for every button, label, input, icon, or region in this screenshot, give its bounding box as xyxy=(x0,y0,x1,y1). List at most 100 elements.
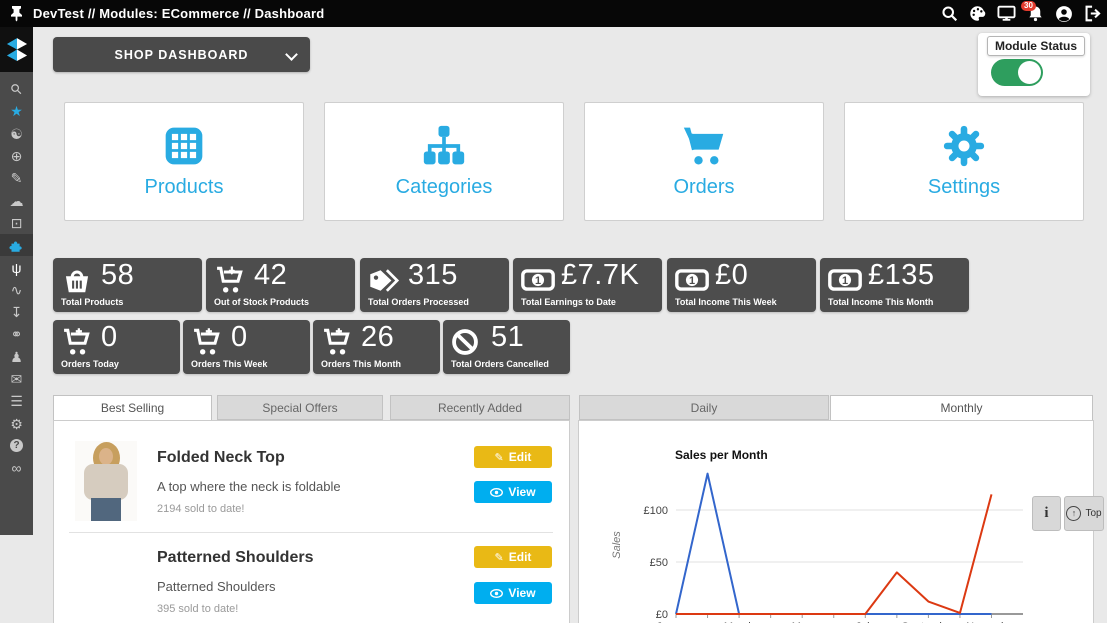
edit-button-label: Edit xyxy=(508,450,532,464)
nav-card-orders[interactable]: Orders xyxy=(584,102,824,221)
tab-daily[interactable]: Daily xyxy=(579,395,829,420)
stat-value: £7.7K xyxy=(561,259,640,291)
sidebar-item-chart[interactable]: ∿ xyxy=(0,279,33,301)
edit-button[interactable]: ✎ Edit xyxy=(474,546,552,568)
cart-plus-icon xyxy=(191,327,229,357)
stat-tile-orders-week: 0 Orders This Week xyxy=(183,320,310,374)
nav-card-label: Settings xyxy=(927,176,1001,198)
ban-icon xyxy=(451,327,489,357)
pin-icon[interactable] xyxy=(9,5,24,27)
pencil-icon: ✎ xyxy=(10,170,23,187)
palette-icon: ☯ xyxy=(10,125,23,142)
logout-icon[interactable] xyxy=(1084,5,1101,22)
view-button[interactable]: View xyxy=(474,582,552,604)
tab-recently-added[interactable]: Recently Added xyxy=(390,395,570,420)
sitemap-icon xyxy=(423,125,465,165)
plug-icon: ψ xyxy=(11,259,22,276)
shop-dashboard-select[interactable]: SHOP DASHBOARD xyxy=(53,37,310,72)
monitor-icon: ⊡ xyxy=(10,214,23,231)
sidebar-item-help[interactable]: ? xyxy=(0,435,33,457)
search-icon[interactable] xyxy=(941,5,958,22)
tab-best-selling[interactable]: Best Selling xyxy=(53,395,212,420)
info-button[interactable]: i xyxy=(1032,496,1061,531)
module-status-toggle[interactable] xyxy=(991,59,1043,86)
svg-text:1: 1 xyxy=(842,275,848,287)
product-sold-count: 2194 sold to date! xyxy=(157,503,245,515)
tab-label: Monthly xyxy=(940,401,983,415)
eye-icon xyxy=(490,487,504,497)
stat-label: Out of Stock Products xyxy=(214,297,310,307)
sidebar-item-link[interactable]: ∞ xyxy=(0,457,33,479)
notifications-bell-icon[interactable]: 30 xyxy=(1021,1,1044,22)
nav-card-settings[interactable]: Settings xyxy=(844,102,1084,221)
edit-button[interactable]: ✎ Edit xyxy=(474,446,552,468)
stat-value: 51 xyxy=(491,321,525,353)
topbar-icon-group: 30 xyxy=(941,0,1101,27)
stat-tile-orders-month: 26 Orders This Month xyxy=(313,320,440,374)
stat-tile-orders-cancelled: 51 Total Orders Cancelled xyxy=(443,320,570,374)
sidebar-item-chat[interactable]: ⚭ xyxy=(0,323,33,345)
stat-value: 26 xyxy=(361,321,395,353)
view-button[interactable]: View xyxy=(474,481,552,503)
money-icon: 1 xyxy=(828,265,866,295)
stat-label: Total Orders Cancelled xyxy=(451,359,549,369)
sidebar-item-star[interactable]: ★ xyxy=(0,100,33,122)
search-icon: ⚲ xyxy=(7,79,26,99)
svg-text:Sales: Sales xyxy=(611,531,623,559)
stat-label: Orders This Week xyxy=(191,359,268,369)
sidebar-item-palette[interactable]: ☯ xyxy=(0,123,33,145)
stat-tile-income-week: 1 £0 Total Income This Week xyxy=(667,258,816,312)
stat-tile-income-month: 1 £135 Total Income This Month xyxy=(820,258,969,312)
toggle-knob xyxy=(1018,61,1041,84)
shop-dashboard-label: SHOP DASHBOARD xyxy=(114,47,249,62)
nav-card-label: Orders xyxy=(673,176,735,198)
palette-icon[interactable] xyxy=(969,5,986,22)
tab-monthly[interactable]: Monthly xyxy=(830,395,1093,420)
stat-tile-total-products: 58 Total Products xyxy=(53,258,202,312)
stat-value: 58 xyxy=(101,259,135,291)
stat-label: Total Income This Week xyxy=(675,297,777,307)
view-button-label: View xyxy=(508,586,536,600)
cart-plus-icon xyxy=(61,327,99,357)
sidebar-item-puzzle[interactable] xyxy=(0,234,33,257)
nav-card-products[interactable]: Products xyxy=(64,102,304,221)
tab-label: Recently Added xyxy=(437,400,523,415)
app-logo[interactable] xyxy=(0,27,33,72)
svg-text:£50: £50 xyxy=(650,557,668,569)
svg-text:September: September xyxy=(901,621,955,623)
back-to-top-button[interactable]: ↑ Top xyxy=(1064,496,1104,531)
stat-label: Orders This Month xyxy=(321,359,402,369)
basket-icon xyxy=(61,265,99,295)
cart-plus-icon xyxy=(321,327,359,357)
chart-icon: ∿ xyxy=(10,281,23,298)
star-icon: ★ xyxy=(10,103,23,120)
account-icon[interactable] xyxy=(1055,5,1073,23)
cart-icon xyxy=(683,127,724,165)
logo-icon xyxy=(6,37,27,61)
sidebar-item-plug[interactable]: ψ xyxy=(0,256,33,278)
sidebar-item-search[interactable]: ⚲ xyxy=(0,78,33,100)
pencil-icon: ✎ xyxy=(494,451,504,464)
sidebar-item-download[interactable]: ↧ xyxy=(0,301,33,323)
sidebar-item-pencil[interactable]: ✎ xyxy=(0,167,33,189)
nav-card-label: Categories xyxy=(395,176,493,198)
stat-tile-orders-processed: 315 Total Orders Processed xyxy=(360,258,509,312)
chart-title: Sales per Month xyxy=(675,448,768,462)
stat-value: £135 xyxy=(868,259,935,291)
sidebar-item-sliders[interactable]: ☰ xyxy=(0,390,33,412)
sidebar-item-gear[interactable]: ⚙ xyxy=(0,412,33,434)
sidebar-item-globe[interactable]: ⊕ xyxy=(0,145,33,167)
sidebar-item-cloud-upload[interactable]: ☁ xyxy=(0,189,33,211)
link-icon: ∞ xyxy=(11,460,22,477)
eye-icon xyxy=(490,588,504,598)
svg-text:£100: £100 xyxy=(644,505,668,517)
tab-special-offers[interactable]: Special Offers xyxy=(217,395,383,420)
sidebar-item-mail[interactable]: ✉ xyxy=(0,368,33,390)
info-icon: i xyxy=(1044,505,1049,521)
sidebar-item-monitor[interactable]: ⊡ xyxy=(0,212,33,234)
sidebar-item-user[interactable]: ♟ xyxy=(0,346,33,368)
product-sold-count: 395 sold to date! xyxy=(157,603,239,615)
svg-text:1: 1 xyxy=(535,275,541,287)
nav-card-categories[interactable]: Categories xyxy=(324,102,564,221)
monitor-icon[interactable] xyxy=(997,5,1016,22)
